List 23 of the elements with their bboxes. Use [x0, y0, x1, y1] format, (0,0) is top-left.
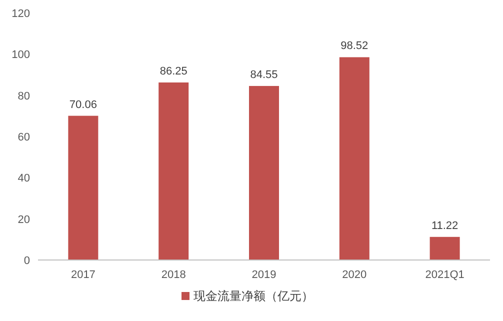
x-tick-label: 2019 [252, 269, 276, 281]
y-tick-label: 0 [24, 255, 30, 267]
x-tick-label: 2020 [342, 269, 367, 281]
x-tick-label: 2017 [70, 269, 96, 281]
x-tick-label: 2018 [161, 269, 186, 281]
y-tick-label: 80 [18, 90, 30, 102]
data-label: 84.55 [250, 68, 278, 81]
bar [68, 116, 98, 260]
legend-label: 现金流量净额（亿元） [194, 289, 314, 303]
y-tick-label: 120 [12, 8, 30, 20]
bar [249, 86, 279, 260]
y-tick-label: 20 [18, 214, 30, 226]
data-label: 98.52 [340, 40, 368, 52]
y-tick-label: 40 [18, 172, 30, 185]
bar [430, 236, 460, 260]
y-tick-label: 100 [12, 49, 30, 62]
bar [339, 57, 370, 260]
data-label: 11.22 [431, 220, 458, 232]
x-tick-label: 2021Q1 [425, 269, 464, 281]
y-tick-label: 60 [18, 132, 30, 144]
data-label: 86.25 [160, 65, 188, 78]
bar [158, 82, 189, 260]
data-label: 70.06 [69, 98, 97, 111]
